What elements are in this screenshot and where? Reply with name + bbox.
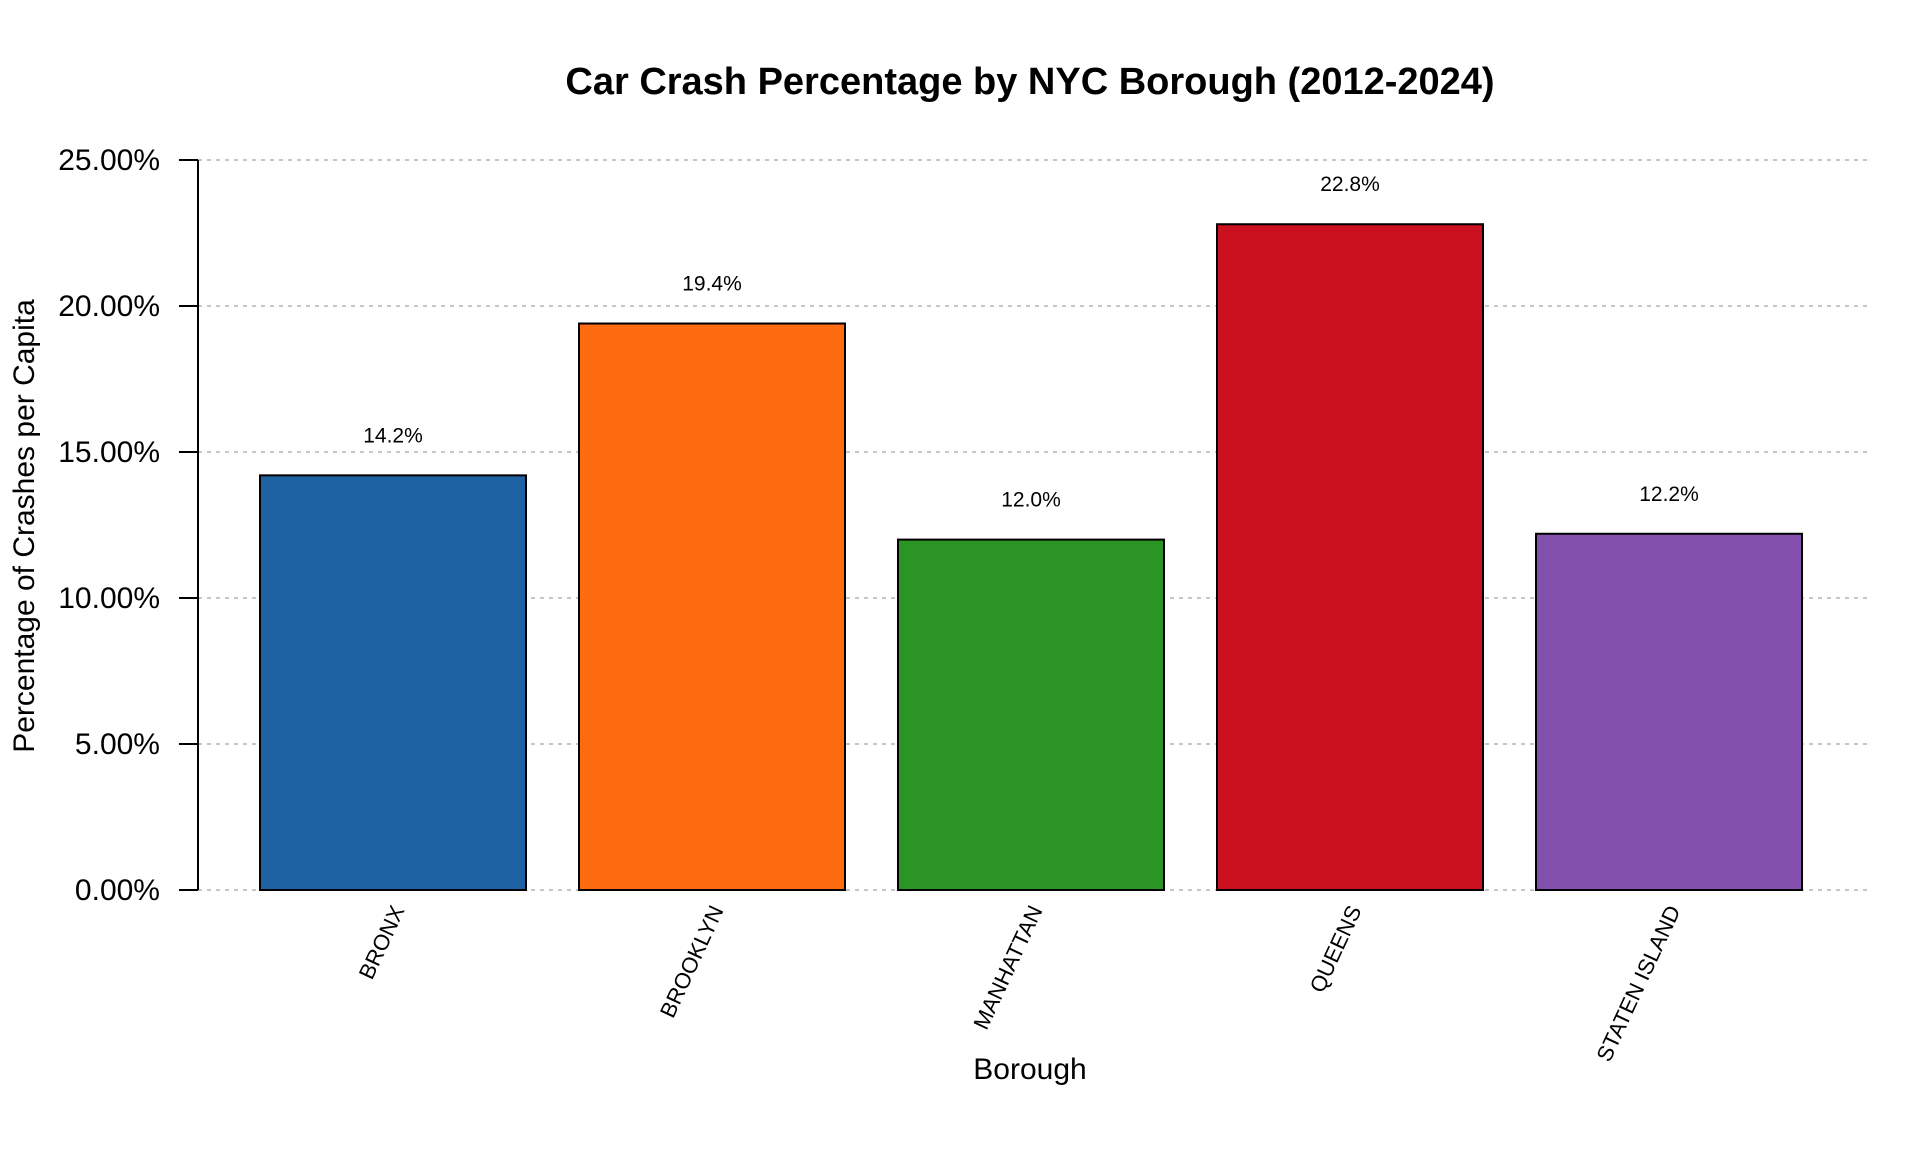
data-label: 12.0% — [1001, 489, 1061, 512]
data-label: 19.4% — [682, 273, 742, 296]
y-tick-label: 25.00% — [58, 144, 160, 177]
bar-brooklyn — [578, 322, 846, 891]
bar-queens — [1216, 223, 1484, 892]
bar-bronx — [259, 474, 527, 891]
bar-staten-island — [1535, 532, 1803, 891]
bars — [259, 223, 1803, 892]
data-label: 22.8% — [1320, 173, 1380, 196]
data-label: 12.2% — [1639, 483, 1699, 506]
y-tick-label: 15.00% — [58, 436, 160, 469]
data-labels: 14.2% 19.4% 12.0% 22.8% 12.2% — [363, 173, 1699, 511]
data-label: 14.2% — [363, 424, 423, 447]
x-axis-label: Borough — [973, 1053, 1086, 1086]
y-tick-label: 5.00% — [75, 728, 160, 761]
y-tick-label: 20.00% — [58, 290, 160, 323]
y-axis-label: Percentage of Crashes per Capita — [8, 299, 41, 753]
bar-manhattan — [897, 538, 1165, 891]
y-tick-label: 10.00% — [58, 582, 160, 615]
y-tick-label: 0.00% — [75, 874, 160, 907]
y-axis: 0.00% 5.00% 10.00% 15.00% 20.00% 25.00% — [58, 144, 199, 907]
chart-title: Car Crash Percentage by NYC Borough (201… — [565, 61, 1494, 103]
